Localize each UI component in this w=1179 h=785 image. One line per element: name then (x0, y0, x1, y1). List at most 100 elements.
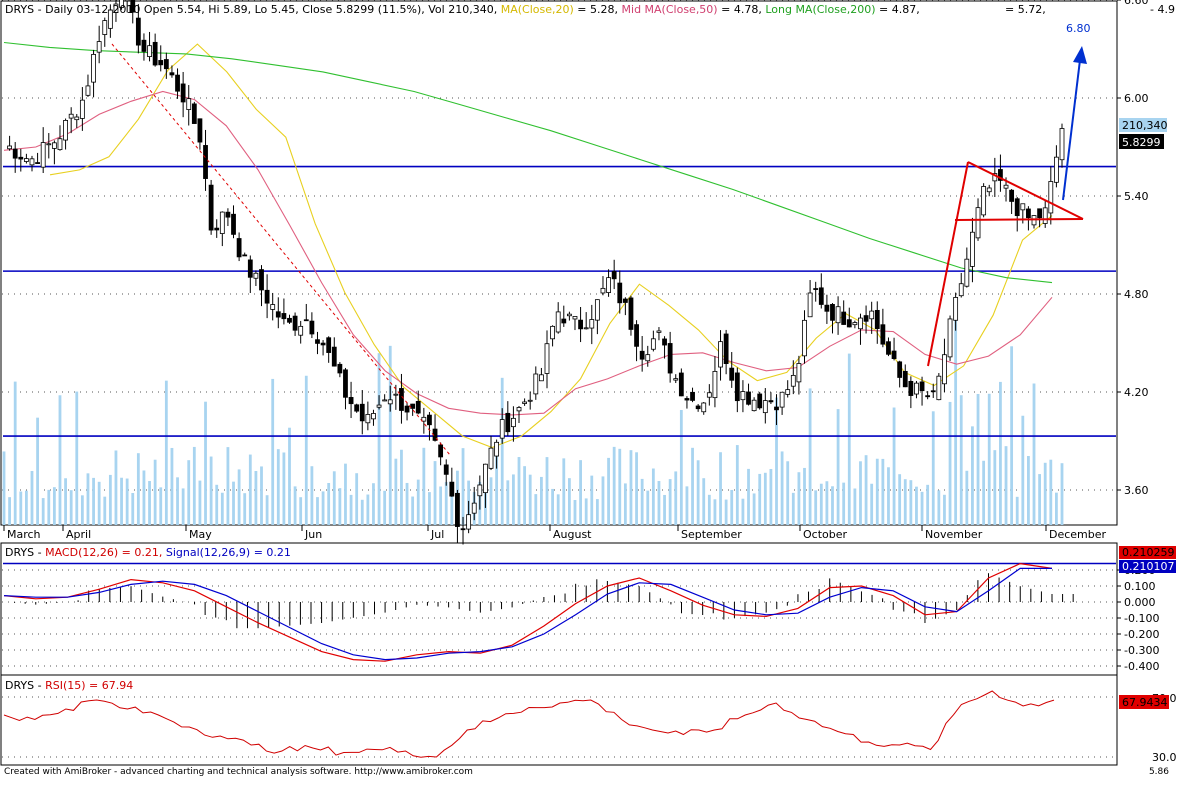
header-lo: 5.45 (271, 3, 296, 16)
candle-body (309, 320, 315, 335)
candle-body (219, 211, 225, 234)
candle-body (919, 381, 925, 392)
volume-bar (433, 461, 437, 525)
candle-body (533, 373, 539, 395)
candle-body (376, 404, 382, 408)
candle-body (1020, 203, 1026, 211)
volume-bar (982, 460, 986, 525)
candle-body (214, 227, 220, 231)
month-label: March (7, 528, 41, 541)
header-date: 03-12-2010 (76, 3, 140, 16)
volume-bar (562, 458, 566, 525)
candle-body (790, 374, 796, 387)
volume-bar (859, 461, 862, 525)
candle-body (169, 72, 175, 76)
header-sep: - (38, 3, 45, 16)
volume-bar (831, 486, 834, 525)
volume-bar (528, 474, 532, 525)
candle-body (247, 259, 253, 278)
volume-bar (735, 445, 739, 525)
volume-bar (803, 467, 806, 525)
volume-bar (702, 478, 706, 525)
price-tick-label: 6.60 (1124, 0, 1149, 7)
candle-body (298, 325, 304, 336)
volume-bar (8, 497, 11, 525)
candle-body (964, 258, 970, 287)
volume-bar (372, 483, 375, 525)
candle-body (606, 277, 611, 293)
downtrend-line (111, 43, 451, 456)
signal-line (3, 567, 1052, 661)
candle-body (415, 400, 421, 414)
volume-bar (2, 451, 6, 525)
rsi-line: 30.0 (3, 690, 1177, 764)
volume-bar (131, 493, 135, 525)
candle-body (863, 315, 869, 322)
volume-bar (976, 393, 980, 525)
volume-bar (713, 499, 717, 525)
volume-bar (937, 490, 941, 525)
candle-body (158, 60, 164, 66)
candle-body (292, 315, 298, 331)
candle-body (488, 447, 494, 469)
candle-body (51, 142, 57, 149)
month-label: August (553, 528, 592, 541)
header-comma: , (1042, 3, 1046, 16)
candle-body (152, 41, 158, 66)
candle-body (762, 400, 768, 414)
volume-box (1119, 118, 1167, 132)
month-label: September (681, 528, 742, 541)
volume-bar (1004, 446, 1008, 525)
header-extra: = 5.72, (1005, 3, 1046, 16)
volume-bar (707, 494, 711, 525)
price-tick-label: 6.00 (1124, 92, 1149, 105)
volume-bar (668, 479, 672, 525)
candle-body (729, 367, 735, 381)
candle-body (331, 346, 337, 367)
volume-bar (663, 494, 666, 525)
candle-body (107, 9, 113, 29)
volume-bar (495, 455, 499, 525)
volume-bar (920, 491, 924, 525)
rsi-sep: - (38, 679, 45, 692)
volume-bar (808, 388, 812, 525)
volume-bar (629, 450, 633, 525)
volume-bar (383, 490, 387, 525)
macd-header: DRYS - MACD(12,26) = 0.21, Signal(12,26,… (5, 546, 291, 559)
volume-bar (887, 467, 890, 525)
pennant-upper (967, 161, 1084, 220)
candle-body (40, 142, 46, 168)
header-hi: 5.89 (223, 3, 248, 16)
footer-right: 5.86 (1148, 767, 1169, 777)
candle-body (684, 398, 690, 401)
candle-body (656, 330, 662, 333)
candle-body (135, 17, 141, 46)
volume-bar (170, 447, 174, 525)
volume-bar (260, 466, 263, 525)
candle-body (303, 319, 309, 322)
volume-bar (327, 483, 331, 525)
volume-bar (461, 448, 465, 525)
candle-body (85, 85, 91, 96)
candle-body (102, 20, 108, 35)
candle-body (315, 339, 320, 344)
candle-body (757, 393, 763, 409)
volume-bar (299, 497, 303, 525)
volume-bar (993, 450, 997, 525)
volume-bar (612, 446, 616, 525)
volume-bar (411, 496, 415, 525)
header-eq: = (577, 3, 590, 16)
candle-body (242, 254, 248, 257)
footer-credit: Created with AmiBroker - advanced charti… (4, 767, 473, 777)
volume-bar (786, 461, 790, 525)
candle-body (550, 325, 555, 340)
volume-bar (819, 483, 823, 525)
candle-body (622, 298, 628, 303)
volume-bars (2, 311, 1064, 525)
volume-bar (685, 486, 689, 525)
candle-body (35, 162, 40, 164)
candle-body (527, 399, 533, 402)
volume-bar (232, 481, 235, 525)
